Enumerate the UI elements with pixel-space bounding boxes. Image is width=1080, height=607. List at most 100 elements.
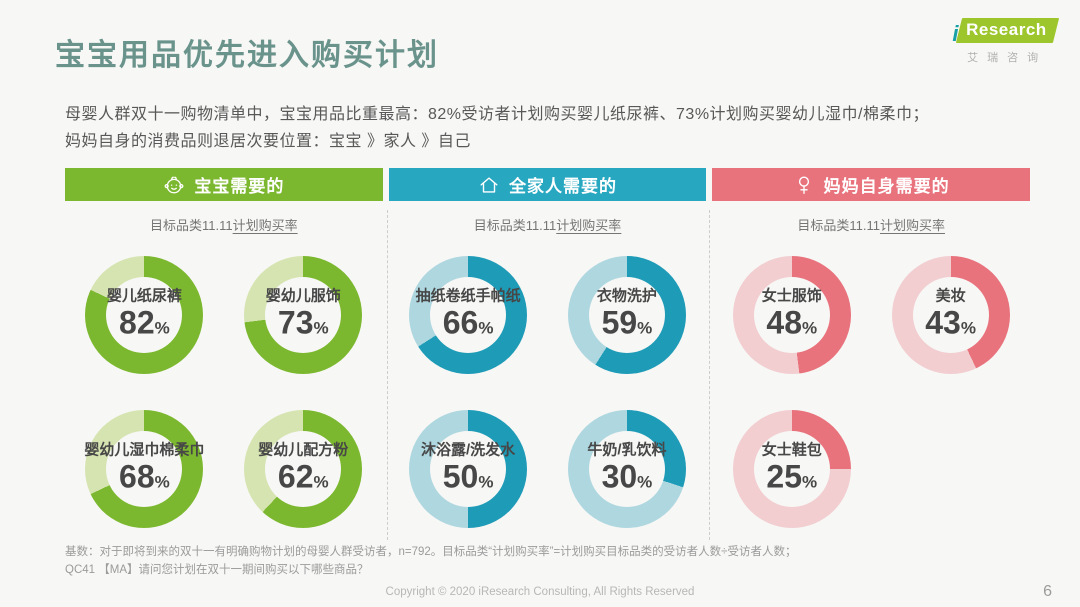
donut-category-name: 婴幼儿配方粉 bbox=[258, 441, 349, 459]
female-icon bbox=[793, 174, 815, 196]
donut-ring bbox=[244, 410, 363, 528]
donut-label: 衣物洗护 59% bbox=[547, 285, 707, 346]
donut-value: 62% bbox=[223, 460, 383, 500]
house-icon bbox=[478, 174, 500, 196]
category-columns: 宝宝需要的 目标品类11.11计划购买率 婴儿纸尿裤 82% 婴幼儿服饰 73% 婴幼儿… bbox=[65, 168, 1031, 538]
column-header-baby-needs: 宝宝需要的 bbox=[65, 168, 383, 201]
donut-category-name: 婴幼儿湿巾棉柔巾 bbox=[84, 441, 205, 459]
page-number: 6 bbox=[1043, 583, 1052, 600]
intro-line-2: 妈妈自身的消费品则退居次要位置：宝宝 》家人 》自己 bbox=[65, 133, 471, 150]
intro-paragraph: 母婴人群双十一购物清单中，宝宝用品比重最高：82%受访者计划购买婴儿纸尿裤、73… bbox=[65, 101, 1025, 155]
donut-chart: 婴幼儿配方粉 62% bbox=[228, 400, 378, 538]
column-separator bbox=[387, 210, 388, 540]
donut-hole bbox=[753, 431, 830, 507]
target-rate-label: 目标品类11.11计划购买率 bbox=[389, 215, 707, 234]
donut-hole bbox=[912, 277, 989, 353]
donut-chart: 美妆 43% bbox=[876, 246, 1026, 384]
iresearch-logo: i Research 艾瑞咨询 bbox=[952, 18, 1060, 65]
column-header-family-needs: 全家人需要的 bbox=[388, 168, 707, 201]
column-header-label: 妈妈自身需要的 bbox=[823, 177, 950, 196]
logo-i-letter: i bbox=[952, 21, 959, 46]
column-header-label: 全家人需要的 bbox=[509, 177, 617, 196]
donut-value-number: 30 bbox=[601, 458, 638, 495]
donut-hole bbox=[106, 431, 183, 507]
donut-category-name: 女士服饰 bbox=[761, 287, 822, 305]
donut-hole bbox=[106, 277, 183, 353]
donut-label: 沐浴露/洗发水 50% bbox=[388, 439, 548, 500]
donut-chart: 沐浴露/洗发水 50% bbox=[393, 400, 543, 538]
donut-hole bbox=[430, 277, 507, 353]
column-header-label: 宝宝需要的 bbox=[194, 177, 285, 196]
donut-value-number: 25 bbox=[766, 458, 802, 495]
column-mom-needs: 妈妈自身需要的 目标品类11.11计划购买率 女士服饰 48% 美妆 43% 女士鞋包 2… bbox=[712, 168, 1031, 538]
baby-icon bbox=[163, 174, 185, 196]
donut-value: 25% bbox=[712, 460, 872, 500]
column-separator bbox=[709, 210, 710, 540]
donut-chart: 衣物洗护 59% bbox=[552, 246, 702, 384]
donut-percent-sign: % bbox=[637, 472, 653, 492]
target-rate-underlined: 计划购买率 bbox=[556, 218, 622, 233]
target-rate-label: 目标品类11.11计划购买率 bbox=[65, 215, 383, 234]
donut-label: 牛奶/乳饮料 30% bbox=[547, 439, 707, 500]
donut-hole bbox=[265, 277, 342, 353]
donut-category-name: 牛奶/乳饮料 bbox=[587, 441, 667, 459]
donut-ring bbox=[409, 410, 528, 528]
donut-category-name: 女士鞋包 bbox=[761, 441, 822, 459]
donut-label: 婴幼儿配方粉 62% bbox=[223, 439, 383, 500]
donut-percent-sign: % bbox=[313, 472, 329, 492]
footnote-line-2: QC41 【MA】请问您计划在双十一期间购买以下哪些商品？ bbox=[65, 564, 369, 576]
donut-percent-sign: % bbox=[154, 318, 170, 338]
donut-category-name: 衣物洗护 bbox=[596, 287, 657, 305]
donut-ring bbox=[244, 256, 363, 374]
donut-label: 女士鞋包 25% bbox=[712, 439, 872, 500]
donut-value-number: 82 bbox=[119, 304, 155, 341]
donut-value-number: 48 bbox=[766, 304, 802, 341]
donut-category-name: 沐浴露/洗发水 bbox=[420, 441, 516, 459]
footnote-line-1: 基数：对于即将到来的双十一有明确购物计划的母婴人群受访者，n=792。目标品类“… bbox=[65, 546, 797, 558]
donut-value-number: 73 bbox=[277, 304, 314, 341]
donut-ring bbox=[85, 256, 204, 374]
column-family-needs: 全家人需要的 目标品类11.11计划购买率 抽纸卷纸手帕纸 66% 衣物洗护 59% 沐… bbox=[388, 168, 707, 538]
donut-ring bbox=[567, 256, 686, 374]
target-rate-underlined: 计划购买率 bbox=[232, 218, 298, 233]
target-rate-label: 目标品类11.11计划购买率 bbox=[712, 215, 1030, 234]
donut-value: 66% bbox=[388, 306, 548, 346]
donut-ring bbox=[891, 256, 1010, 374]
donut-chart: 女士鞋包 25% bbox=[717, 400, 867, 538]
donut-value: 48% bbox=[712, 306, 872, 346]
donut-label: 婴儿纸尿裤 82% bbox=[64, 285, 224, 346]
footnote: 基数：对于即将到来的双十一有明确购物计划的母婴人群受访者，n=792。目标品类“… bbox=[65, 543, 796, 579]
target-rate-prefix: 目标品类11.11 bbox=[150, 218, 233, 233]
logo-green-parallelogram: Research bbox=[956, 18, 1060, 43]
donut-percent-sign: % bbox=[478, 472, 494, 492]
donut-hole bbox=[588, 431, 665, 507]
donut-category-name: 美妆 bbox=[935, 287, 966, 305]
donut-value-number: 68 bbox=[119, 458, 155, 495]
logo-wordmark: i Research bbox=[952, 18, 1060, 46]
donut-value: 59% bbox=[547, 306, 707, 346]
donut-hole bbox=[430, 431, 507, 507]
page-title: 宝宝用品优先进入购买计划 bbox=[55, 39, 439, 72]
donut-value: 68% bbox=[64, 460, 224, 500]
target-rate-prefix: 目标品类11.11 bbox=[797, 218, 880, 233]
donut-percent-sign: % bbox=[801, 318, 818, 338]
donut-ring bbox=[85, 410, 204, 528]
donut-grid-mom: 女士服饰 48% 美妆 43% 女士鞋包 25% bbox=[712, 246, 1030, 538]
column-baby-needs: 宝宝需要的 目标品类11.11计划购买率 婴儿纸尿裤 82% 婴幼儿服饰 73% 婴幼儿… bbox=[65, 168, 383, 538]
donut-chart: 女士服饰 48% bbox=[717, 246, 867, 384]
donut-category-name: 婴幼儿服饰 bbox=[265, 287, 341, 305]
donut-value-number: 62 bbox=[277, 458, 314, 495]
donut-label: 婴幼儿湿巾棉柔巾 68% bbox=[64, 439, 224, 500]
intro-line-1: 母婴人群双十一购物清单中，宝宝用品比重最高：82%受访者计划购买婴儿纸尿裤、73… bbox=[65, 106, 929, 123]
donut-value-number: 59 bbox=[601, 304, 638, 341]
donut-label: 美妆 43% bbox=[871, 285, 1031, 346]
donut-chart: 婴儿纸尿裤 82% bbox=[69, 246, 219, 384]
donut-percent-sign: % bbox=[637, 318, 653, 338]
donut-chart: 婴幼儿服饰 73% bbox=[228, 246, 378, 384]
donut-grid-family: 抽纸卷纸手帕纸 66% 衣物洗护 59% 沐浴露/洗发水 50% 牛奶/乳饮料 30% bbox=[389, 246, 707, 538]
donut-label: 女士服饰 48% bbox=[712, 285, 872, 346]
donut-value: 50% bbox=[388, 460, 548, 500]
logo-chinese-name: 艾瑞咨询 bbox=[967, 52, 1048, 64]
donut-label: 婴幼儿服饰 73% bbox=[223, 285, 383, 346]
donut-value: 82% bbox=[64, 306, 224, 346]
